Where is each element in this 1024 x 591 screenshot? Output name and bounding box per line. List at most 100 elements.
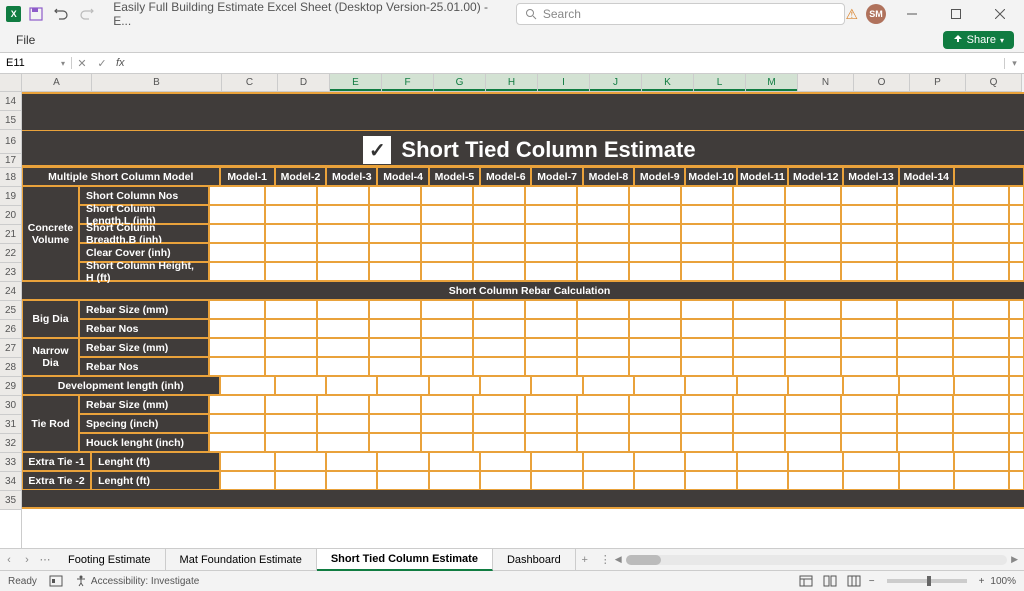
data-cell[interactable]	[785, 338, 841, 357]
data-cell[interactable]	[841, 338, 897, 357]
accept-formula-icon[interactable]: ✓	[92, 57, 112, 70]
data-cell[interactable]	[785, 414, 841, 433]
row-header-29[interactable]: 29	[0, 377, 21, 396]
data-cell[interactable]	[1009, 224, 1024, 243]
data-cell[interactable]	[525, 205, 577, 224]
data-cell[interactable]	[681, 357, 733, 376]
data-cell[interactable]	[473, 357, 525, 376]
data-cell[interactable]	[369, 319, 421, 338]
data-cell[interactable]	[473, 414, 525, 433]
data-cell[interactable]	[525, 319, 577, 338]
data-cell[interactable]	[897, 338, 953, 357]
column-header-C[interactable]: C	[222, 74, 278, 91]
data-cell[interactable]	[953, 300, 1009, 319]
data-cell[interactable]	[733, 338, 785, 357]
data-cell[interactable]	[953, 224, 1009, 243]
data-cell[interactable]	[369, 433, 421, 452]
data-cell[interactable]	[899, 452, 954, 471]
data-cell[interactable]	[897, 433, 953, 452]
data-cell[interactable]	[220, 452, 275, 471]
zoom-in-icon[interactable]: +	[979, 576, 985, 587]
data-cell[interactable]	[897, 205, 953, 224]
data-cell[interactable]	[265, 357, 317, 376]
data-cell[interactable]	[480, 376, 531, 395]
data-cell[interactable]	[583, 452, 634, 471]
data-cell[interactable]	[421, 338, 473, 357]
scroll-divider-icon[interactable]: ⋮	[600, 553, 611, 566]
data-cell[interactable]	[317, 433, 369, 452]
row-header-14[interactable]: 14	[0, 92, 21, 111]
data-cell[interactable]	[733, 262, 785, 281]
data-cell[interactable]	[317, 319, 369, 338]
data-cell[interactable]	[1009, 452, 1024, 471]
data-cell[interactable]	[220, 376, 275, 395]
data-cell[interactable]	[841, 319, 897, 338]
data-cell[interactable]	[681, 205, 733, 224]
data-cell[interactable]	[525, 243, 577, 262]
sheet-tab[interactable]: Short Tied Column Estimate	[317, 549, 493, 571]
row-header-30[interactable]: 30	[0, 396, 21, 415]
data-cell[interactable]	[326, 376, 377, 395]
data-cell[interactable]	[1009, 376, 1024, 395]
data-cell[interactable]	[629, 243, 681, 262]
data-cell[interactable]	[577, 338, 629, 357]
data-cell[interactable]	[209, 414, 265, 433]
column-header-D[interactable]: D	[278, 74, 330, 91]
column-header-N[interactable]: N	[798, 74, 854, 91]
data-cell[interactable]	[733, 186, 785, 205]
data-cell[interactable]	[953, 186, 1009, 205]
data-cell[interactable]	[899, 471, 954, 490]
column-header-A[interactable]: A	[22, 74, 92, 91]
data-cell[interactable]	[1009, 395, 1024, 414]
data-cell[interactable]	[421, 205, 473, 224]
name-box[interactable]: E11 ▾	[0, 57, 72, 69]
data-cell[interactable]	[275, 471, 326, 490]
data-cell[interactable]	[369, 243, 421, 262]
data-cell[interactable]	[220, 471, 275, 490]
row-header-28[interactable]: 28	[0, 358, 21, 377]
search-input[interactable]: Search	[516, 3, 846, 25]
save-icon[interactable]	[25, 3, 46, 25]
data-cell[interactable]	[954, 471, 1009, 490]
data-cell[interactable]	[369, 357, 421, 376]
data-cell[interactable]	[897, 357, 953, 376]
data-cell[interactable]	[473, 433, 525, 452]
row-header-35[interactable]: 35	[0, 491, 21, 510]
row-header-31[interactable]: 31	[0, 415, 21, 434]
data-cell[interactable]	[369, 414, 421, 433]
data-cell[interactable]	[733, 205, 785, 224]
data-cell[interactable]	[429, 452, 480, 471]
cancel-formula-icon[interactable]: ✕	[72, 57, 92, 70]
data-cell[interactable]	[480, 452, 531, 471]
data-cell[interactable]	[265, 262, 317, 281]
data-cell[interactable]	[265, 300, 317, 319]
data-cell[interactable]	[785, 433, 841, 452]
data-cell[interactable]	[421, 186, 473, 205]
data-cell[interactable]	[1009, 243, 1024, 262]
data-cell[interactable]	[841, 243, 897, 262]
data-cell[interactable]	[1009, 319, 1024, 338]
data-cell[interactable]	[841, 262, 897, 281]
macro-icon[interactable]	[49, 575, 63, 587]
data-cell[interactable]	[369, 186, 421, 205]
data-cell[interactable]	[265, 224, 317, 243]
data-cell[interactable]	[369, 300, 421, 319]
row-header-18[interactable]: 18	[0, 168, 21, 187]
column-header-P[interactable]: P	[910, 74, 966, 91]
data-cell[interactable]	[577, 414, 629, 433]
redo-icon[interactable]	[76, 3, 97, 25]
data-cell[interactable]	[681, 414, 733, 433]
row-header-22[interactable]: 22	[0, 244, 21, 263]
data-cell[interactable]	[733, 433, 785, 452]
data-cell[interactable]	[629, 338, 681, 357]
data-cell[interactable]	[785, 262, 841, 281]
data-cell[interactable]	[265, 186, 317, 205]
data-cell[interactable]	[377, 471, 428, 490]
data-cell[interactable]	[525, 433, 577, 452]
data-cell[interactable]	[629, 205, 681, 224]
data-cell[interactable]	[209, 433, 265, 452]
hscroll-track[interactable]	[626, 555, 1007, 565]
data-cell[interactable]	[629, 319, 681, 338]
data-cell[interactable]	[841, 300, 897, 319]
column-header-J[interactable]: J	[590, 74, 642, 91]
